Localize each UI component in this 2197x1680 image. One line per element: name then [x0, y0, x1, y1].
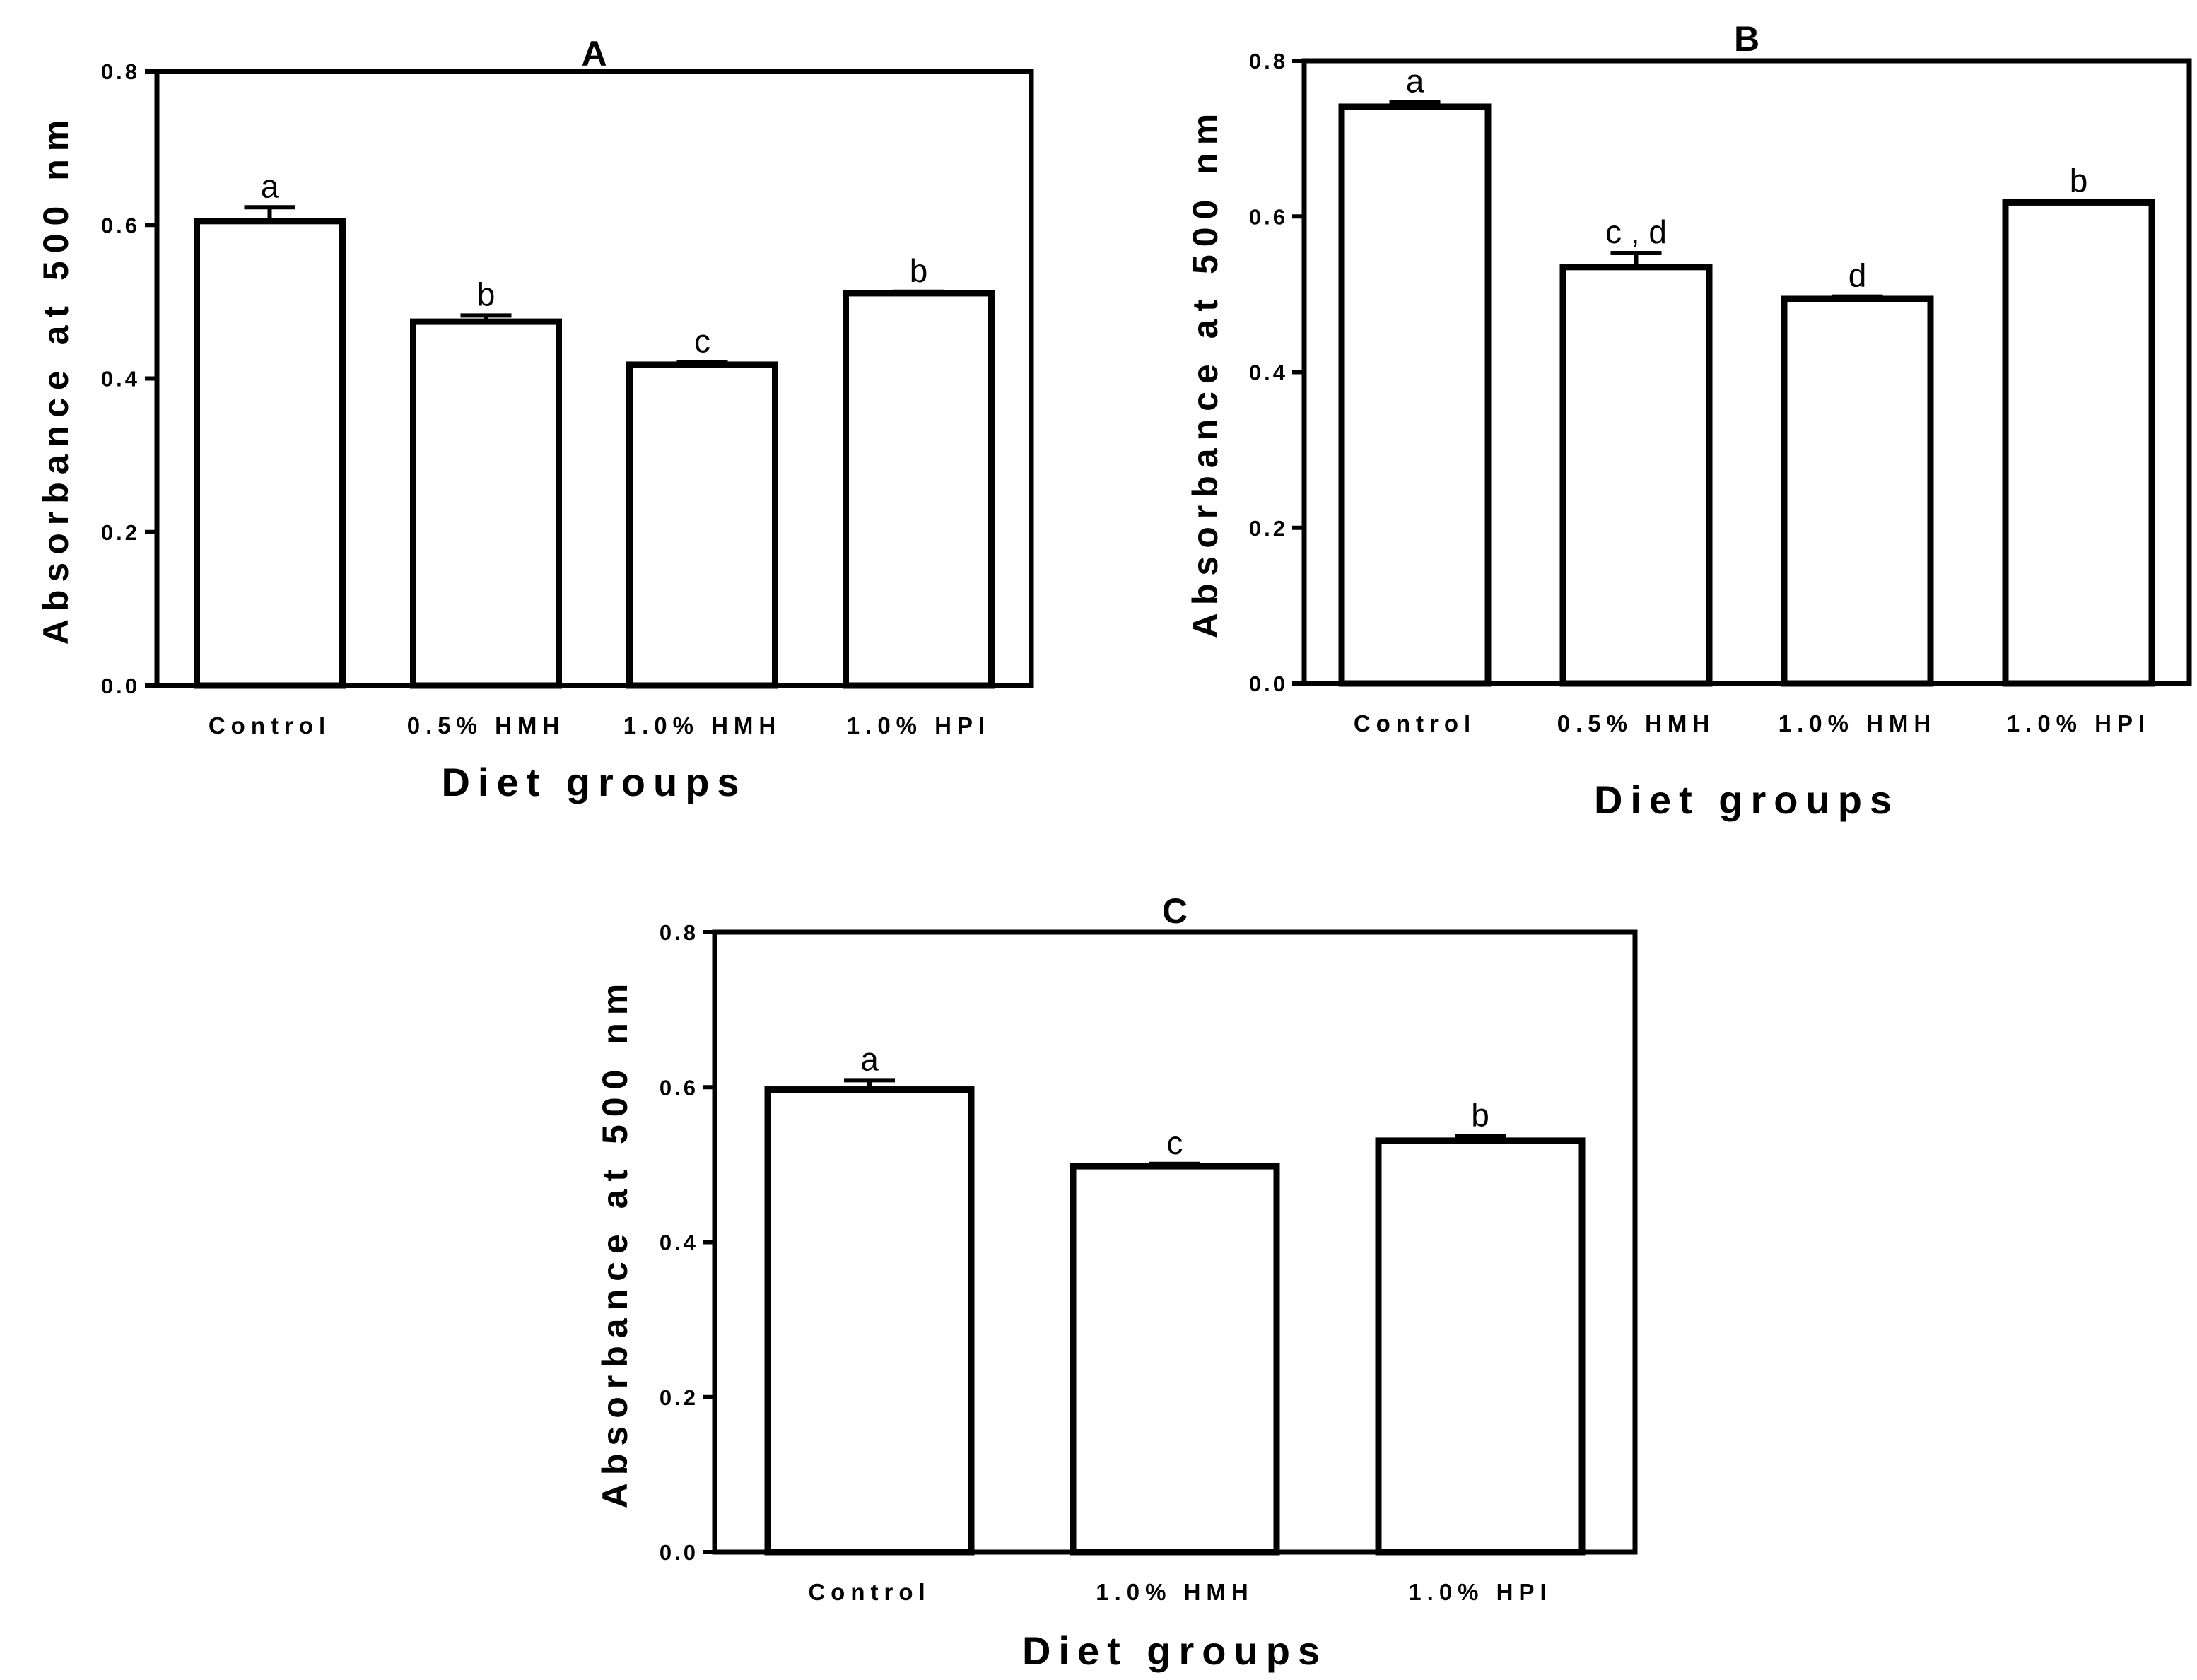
x-tick-label: 1.0% HMH — [1096, 1579, 1254, 1605]
bar — [843, 290, 995, 689]
y-tick-label: 0.2 — [101, 520, 140, 545]
bar — [1781, 295, 1934, 687]
y-tick-label: 0.2 — [1249, 516, 1288, 541]
bar — [764, 1086, 975, 1556]
x-tick-label: 1.0% HPI — [2007, 710, 2150, 736]
y-axis-label: Absorbance at 500 nm — [36, 112, 76, 645]
y-tick-label: 0.0 — [101, 674, 140, 698]
y-axis-label: Absorbance at 500 nm — [1185, 106, 1225, 639]
y-tick-label: 0.8 — [101, 59, 140, 84]
significance-label: a — [860, 1040, 879, 1077]
x-axis-label: Diet groups — [441, 760, 746, 804]
significance-label: c , d — [1605, 213, 1667, 250]
chart-panel-b: a Control c , d 0.5% HMH d 1.0% HMH b 1.0% HPI 0… — [1185, 19, 2192, 822]
y-axis-label: Absorbance at 500 nm — [595, 976, 635, 1509]
y-tick-label: 0.0 — [660, 1540, 698, 1565]
y-tick-label: 0.6 — [1249, 204, 1288, 229]
significance-label: c — [694, 323, 710, 360]
y-tick-label: 0.8 — [660, 920, 698, 945]
y-tick-label: 0.4 — [660, 1230, 698, 1255]
x-tick-label: 0.5% HMH — [1557, 710, 1716, 736]
bar — [626, 361, 778, 689]
y-tick-label: 0.0 — [1249, 671, 1288, 696]
x-tick-label: 1.0% HPI — [847, 712, 990, 739]
significance-label: a — [261, 168, 279, 204]
x-tick-label: 1.0% HMH — [623, 712, 782, 739]
chart-title-c: C — [1162, 891, 1188, 931]
bar — [1375, 1137, 1586, 1556]
significance-label: b — [477, 276, 496, 312]
x-axis-label: Diet groups — [1594, 777, 1899, 822]
significance-label: d — [1849, 257, 1867, 294]
significance-label: a — [1406, 62, 1424, 99]
y-tick-label: 0.4 — [101, 367, 140, 392]
x-tick-label: 1.0% HMH — [1779, 710, 1937, 736]
x-tick-label: 0.5% HMH — [407, 712, 566, 739]
chart-title-a: A — [581, 34, 607, 74]
chart-title-b: B — [1734, 19, 1759, 59]
chart-panel-a: a Control b 0.5% HMH c 1.0% HMH b 1.0% HPI 0.0 0.… — [36, 34, 1034, 804]
x-tick-label: Control — [209, 712, 331, 739]
chart-panel-c: a Control c 1.0% HMH b 1.0% HPI 0.0 0.2 0.4 0.6 0.… — [595, 891, 1638, 1673]
y-tick-label: 0.8 — [1249, 49, 1288, 74]
x-axis-label: Diet groups — [1022, 1628, 1328, 1673]
significance-label: b — [910, 252, 928, 289]
bar — [1070, 1163, 1280, 1556]
bar — [194, 218, 346, 689]
x-tick-label: Control — [808, 1579, 930, 1605]
bar — [1338, 103, 1492, 687]
y-tick-label: 0.4 — [1249, 360, 1288, 385]
x-tick-label: 1.0% HPI — [1408, 1579, 1552, 1605]
significance-label: b — [1471, 1096, 1489, 1133]
y-tick-label: 0.6 — [101, 213, 140, 237]
y-tick-label: 0.6 — [660, 1075, 698, 1100]
significance-label: c — [1167, 1124, 1183, 1161]
x-tick-label: Control — [1354, 710, 1476, 736]
significance-label: b — [2070, 162, 2088, 199]
y-tick-label: 0.2 — [660, 1385, 698, 1410]
bar — [410, 318, 562, 689]
bar — [1559, 264, 1713, 687]
bar — [2002, 199, 2155, 687]
